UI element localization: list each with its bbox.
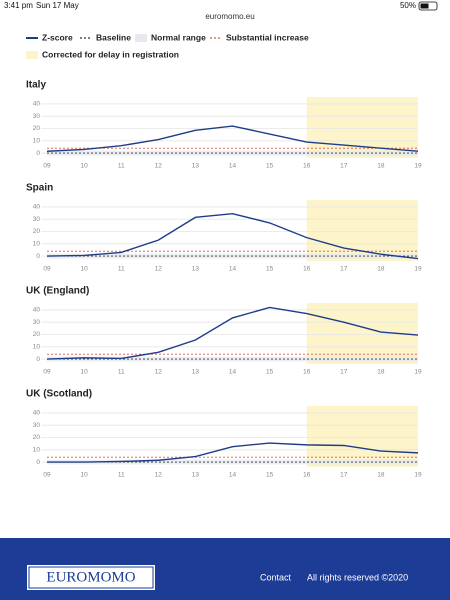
x-tick-label: 13: [192, 266, 200, 273]
x-tick-label: 18: [377, 266, 385, 273]
x-tick-label: 17: [340, 472, 348, 479]
legend-swatch: [26, 51, 38, 59]
y-tick-label: 20: [33, 125, 41, 132]
x-tick-label: 11: [118, 163, 125, 170]
legend-label: Substantial increase: [226, 32, 309, 42]
battery-level: [420, 3, 429, 9]
chart-title: UK (Scotland): [26, 389, 92, 400]
z-score-line: [46, 306, 419, 360]
logo-box[interactable]: [27, 565, 155, 590]
x-tick-label: 17: [340, 163, 348, 170]
x-tick-label: 18: [377, 163, 385, 170]
x-tick-label: 18: [377, 369, 385, 376]
x-tick-label: 11: [118, 266, 125, 273]
legend-label: Normal range: [151, 32, 206, 42]
legend-label: Z-score: [42, 32, 73, 42]
x-tick-label: 16: [303, 266, 311, 273]
x-tick-label: 09: [43, 266, 51, 273]
y-tick-label: 40: [33, 307, 41, 314]
x-tick-label: 17: [340, 266, 348, 273]
x-tick-label: 10: [80, 472, 88, 479]
y-tick-label: 0: [36, 150, 40, 157]
x-tick-label: 14: [229, 472, 237, 479]
x-tick-label: 14: [229, 163, 237, 170]
z-score-line: [46, 125, 419, 152]
x-tick-label: 09: [43, 163, 51, 170]
x-tick-label: 15: [266, 472, 274, 479]
y-tick-label: 0: [36, 459, 40, 466]
x-tick-label: 13: [192, 472, 200, 479]
legend-swatch: [135, 34, 147, 42]
y-tick-label: 10: [33, 241, 41, 248]
logo-border: [28, 566, 154, 589]
x-tick-label: 15: [266, 266, 274, 273]
x-tick-label: 14: [229, 266, 237, 273]
y-tick-label: 10: [33, 138, 41, 145]
x-tick-label: 15: [266, 369, 274, 376]
y-tick-label: 10: [33, 447, 41, 454]
y-tick-label: 30: [33, 216, 41, 223]
x-tick-label: 14: [229, 369, 237, 376]
x-tick-label: 19: [414, 163, 422, 170]
x-tick-label: 18: [377, 472, 385, 479]
x-tick-label: 10: [80, 163, 88, 170]
legend-label: Baseline: [96, 32, 131, 42]
y-tick-label: 30: [33, 422, 41, 429]
x-tick-label: 09: [43, 472, 51, 479]
y-tick-label: 20: [33, 228, 41, 235]
x-tick-label: 12: [155, 266, 163, 273]
battery: 50%: [400, 1, 416, 10]
x-tick-label: 10: [80, 266, 88, 273]
y-tick-label: 0: [36, 253, 40, 260]
footer-text: All rights reserved ©2020: [307, 572, 408, 582]
legend-label: Corrected for delay in registration: [42, 49, 179, 59]
y-tick-label: 10: [33, 344, 41, 351]
x-tick-label: 19: [414, 266, 422, 273]
chart-title: Spain: [26, 183, 53, 194]
corrected-shade: [306, 97, 418, 158]
z-score-line: [46, 212, 419, 260]
x-tick-label: 15: [266, 163, 274, 170]
x-tick-label: 19: [414, 472, 422, 479]
z-score-line: [47, 442, 419, 463]
status-date: Sun 17 May: [36, 1, 79, 10]
chart-title: UK (England): [26, 286, 89, 297]
x-tick-label: 16: [303, 163, 311, 170]
logo[interactable]: EUROMOMO: [46, 569, 135, 585]
x-tick-label: 13: [192, 369, 200, 376]
corrected-shade: [306, 406, 418, 467]
footer-link[interactable]: Contact: [260, 572, 292, 582]
x-tick-label: 16: [303, 369, 311, 376]
y-tick-label: 20: [33, 434, 41, 441]
battery-icon: [418, 1, 438, 11]
x-tick-label: 11: [118, 369, 125, 376]
y-tick-label: 30: [33, 319, 41, 326]
x-tick-label: 10: [80, 369, 88, 376]
x-tick-label: 12: [155, 369, 163, 376]
y-tick-label: 40: [33, 101, 41, 108]
x-tick-label: 19: [414, 369, 422, 376]
url[interactable]: euromomo.eu: [205, 12, 254, 21]
x-tick-label: 09: [43, 369, 51, 376]
y-tick-label: 0: [36, 356, 40, 363]
x-tick-label: 11: [118, 472, 125, 479]
y-tick-label: 30: [33, 113, 41, 120]
x-tick-label: 13: [192, 163, 200, 170]
y-tick-label: 20: [33, 331, 41, 338]
status-time: 3:41 pm: [4, 1, 33, 10]
x-tick-label: 17: [340, 369, 348, 376]
y-tick-label: 40: [33, 204, 41, 211]
chart-title: Italy: [26, 80, 46, 91]
y-tick-label: 40: [33, 410, 41, 417]
x-tick-label: 12: [155, 472, 163, 479]
x-tick-label: 16: [303, 472, 311, 479]
x-tick-label: 12: [155, 163, 163, 170]
